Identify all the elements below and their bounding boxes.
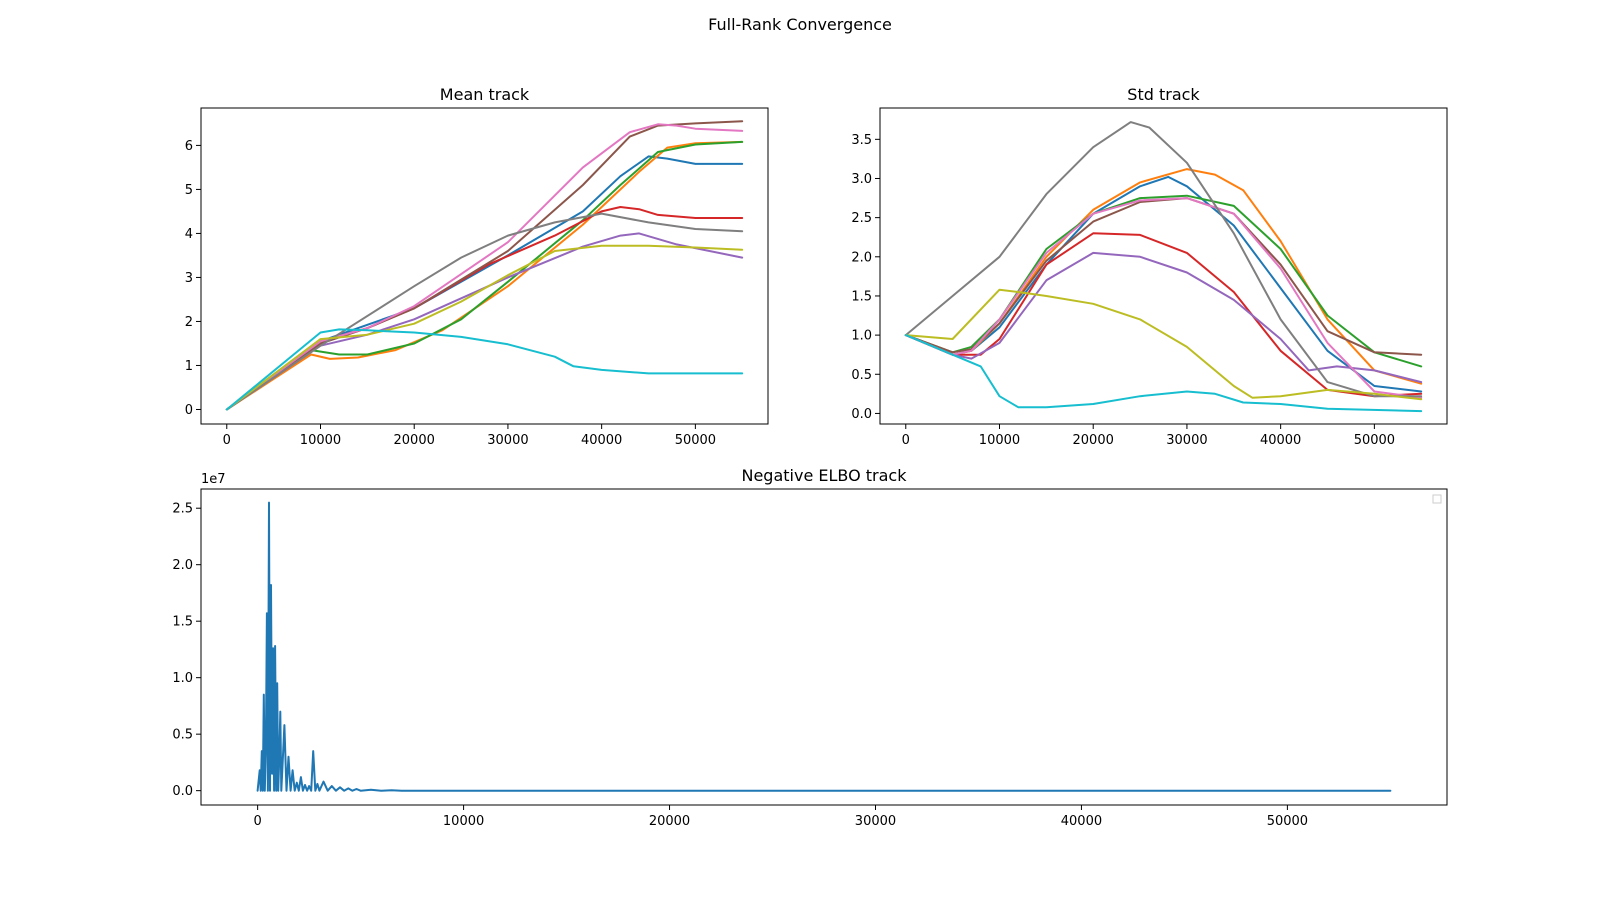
mean-series-line-4 — [225, 206, 744, 411]
std-track-panel: Std track 0 10000 20000 30000 40000 50000 0.0 0… — [851, 85, 1448, 448]
mean-x-tick-label: 20000 — [394, 433, 435, 448]
negative-elbo-track-title: Negative ELBO track — [741, 466, 907, 485]
std-track-title: Std track — [1127, 85, 1200, 104]
mean-y-tick-label: 3 — [185, 271, 193, 286]
std-y-tick-label: 0.0 — [851, 407, 872, 422]
std-x-tick-label: 0 — [902, 433, 910, 448]
mean-series-group — [225, 120, 744, 411]
mean-track-panel: Mean track 0 10000 20000 30000 40000 50000 0 1 2… — [185, 85, 769, 448]
mean-series-line-10 — [225, 328, 744, 411]
std-x-tick-label: 10000 — [979, 433, 1020, 448]
std-axes-frame — [879, 107, 1448, 425]
std-y-tick-label: 2.5 — [851, 211, 872, 226]
elbo-x-tick-label: 0 — [253, 814, 261, 829]
elbo-series-line-1 — [256, 501, 1392, 792]
mean-series-line-1 — [225, 155, 744, 411]
mean-y-tick-label: 4 — [185, 227, 193, 242]
mean-x-tick-label: 50000 — [675, 433, 716, 448]
std-y-tick-label: 1.0 — [851, 329, 872, 344]
std-y-tick-label: 1.5 — [851, 289, 872, 304]
mean-series-line-5 — [225, 232, 744, 411]
std-x-tick-label: 20000 — [1073, 433, 1114, 448]
elbo-x-tick-label: 30000 — [855, 814, 896, 829]
std-y-tick-label: 0.5 — [851, 368, 872, 383]
elbo-y-tick-label: 2.0 — [172, 558, 193, 573]
std-y-tick-label: 3.5 — [851, 133, 872, 148]
mean-y-tick-label: 0 — [185, 403, 193, 418]
std-series-line-6 — [904, 197, 1423, 356]
elbo-y-tick-label: 2.5 — [172, 502, 193, 517]
mean-series-line-8 — [225, 212, 744, 411]
mean-y-tick-label: 5 — [185, 183, 193, 198]
std-series-line-7 — [904, 197, 1423, 399]
mean-series-line-6 — [225, 120, 744, 411]
std-y-tick-label: 3.0 — [851, 172, 872, 187]
std-series-line-5 — [904, 251, 1423, 384]
elbo-y-tick-label: 0.0 — [172, 784, 193, 799]
elbo-x-tick-label: 40000 — [1061, 814, 1102, 829]
y-offset-label: 1e7 — [201, 472, 226, 487]
std-y-tick-label: 2.0 — [851, 250, 872, 265]
elbo-x-tick-label: 50000 — [1267, 814, 1308, 829]
std-series-line-8 — [904, 121, 1423, 398]
negative-elbo-track-panel: Negative ELBO track 1e7 0 10000 20000 30000… — [172, 466, 1448, 829]
mean-track-title: Mean track — [440, 85, 530, 104]
std-series-group — [904, 121, 1423, 413]
elbo-legend — [1432, 494, 1442, 504]
mean-x-tick-label: 10000 — [300, 433, 341, 448]
elbo-axes-frame — [200, 488, 1448, 806]
std-series-line-3 — [904, 194, 1423, 368]
elbo-y-tick-label: 0.5 — [172, 728, 193, 743]
std-x-tick-label: 40000 — [1260, 433, 1301, 448]
elbo-y-tick-label: 1.0 — [172, 671, 193, 686]
mean-series-line-2 — [225, 140, 744, 411]
std-x-tick-label: 50000 — [1354, 433, 1395, 448]
mean-x-tick-label: 0 — [223, 433, 231, 448]
mean-series-line-7 — [225, 123, 744, 411]
std-series-line-9 — [904, 288, 1423, 401]
figure-title: Full-Rank Convergence — [708, 15, 892, 34]
mean-y-tick-label: 2 — [185, 315, 193, 330]
elbo-y-tick-label: 1.5 — [172, 615, 193, 630]
mean-x-tick-label: 40000 — [581, 433, 622, 448]
mean-series-line-9 — [225, 244, 744, 411]
mean-axes-frame — [200, 107, 769, 425]
std-x-tick-label: 30000 — [1166, 433, 1207, 448]
mean-series-line-3 — [225, 140, 744, 411]
elbo-x-tick-label: 20000 — [649, 814, 690, 829]
mean-y-tick-label: 1 — [185, 359, 193, 374]
elbo-x-tick-label: 10000 — [443, 814, 484, 829]
std-series-line-10 — [904, 334, 1423, 413]
mean-y-tick-label: 6 — [185, 139, 193, 154]
mean-x-tick-label: 30000 — [487, 433, 528, 448]
elbo-series-group — [256, 501, 1392, 792]
